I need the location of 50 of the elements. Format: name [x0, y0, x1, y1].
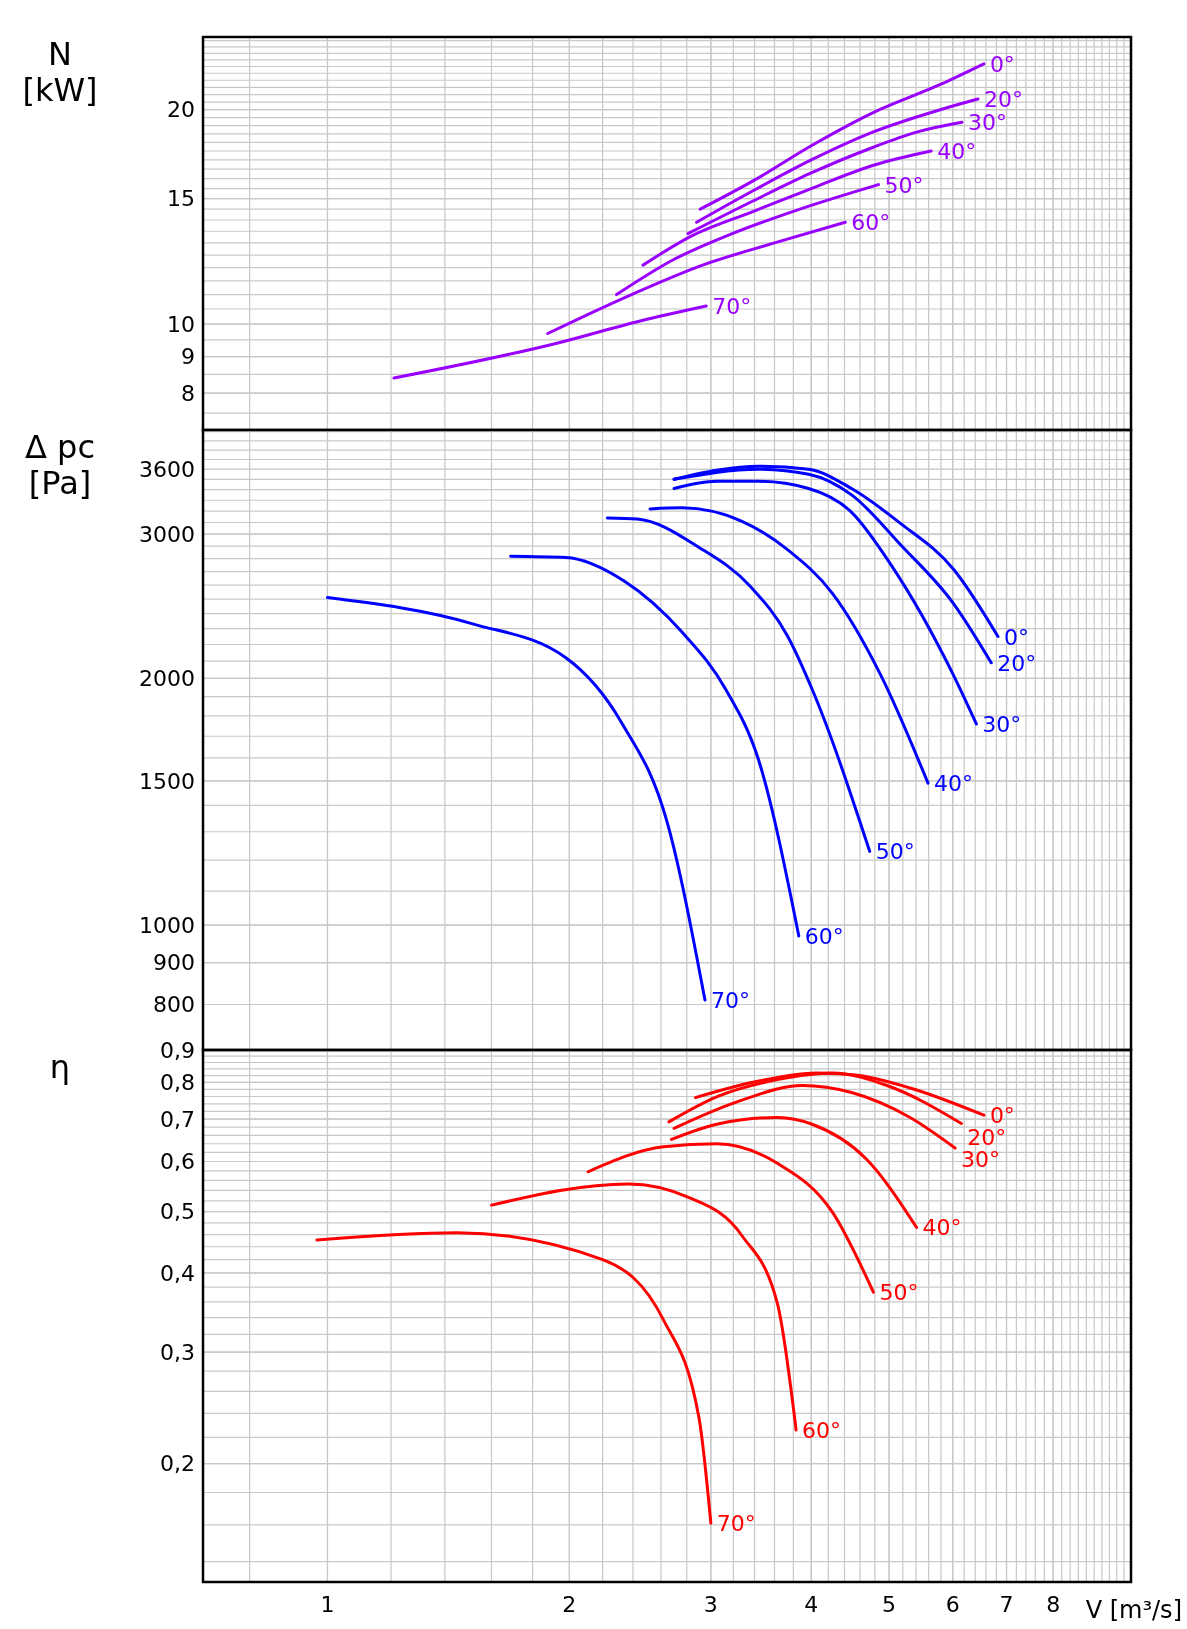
y-tick-label: 800	[153, 992, 195, 1018]
y-tick-label: 900	[153, 950, 195, 976]
series-label: 60°	[804, 923, 844, 949]
x-tick-label: 1	[320, 1592, 335, 1617]
series-label: 0°	[1003, 624, 1029, 650]
x-tick-label: 8	[1046, 1592, 1061, 1617]
y-tick-label: 8	[181, 380, 195, 406]
y-tick-label: 20	[167, 97, 195, 123]
series-label: 50°	[879, 1280, 919, 1306]
series-label: 30°	[982, 711, 1022, 737]
series-label: 50°	[875, 839, 915, 865]
series-label: 20°	[983, 87, 1023, 113]
y-axis-title: η	[49, 1048, 71, 1086]
series-label: 70°	[712, 294, 752, 320]
x-axis-title: V [m³/s]	[1085, 1596, 1182, 1624]
x-tick-label: 2	[562, 1592, 577, 1617]
y-tick-label: 3600	[139, 456, 195, 482]
series-label: 60°	[802, 1417, 842, 1443]
y-tick-label: 3000	[139, 521, 195, 547]
y-tick-label: 2000	[139, 666, 195, 692]
x-tick-label: 7	[999, 1592, 1014, 1617]
y-tick-label: 0,2	[160, 1451, 195, 1477]
series-label: 50°	[884, 172, 924, 198]
y-tick-label: 0,9	[160, 1037, 195, 1063]
series-label: 40°	[922, 1215, 962, 1241]
x-tick-label: 6	[945, 1592, 960, 1617]
y-tick-label: 0,3	[160, 1339, 195, 1365]
y-tick-label: 10	[167, 311, 195, 337]
x-tick-label: 4	[804, 1592, 819, 1617]
y-tick-label: 0,7	[160, 1106, 195, 1132]
series-label: 40°	[934, 771, 974, 797]
y-axis-title: Δ pc [Pa]	[25, 428, 95, 502]
y-tick-label: 9	[181, 344, 195, 370]
series-label: 40°	[937, 139, 977, 164]
x-tick-label: 5	[882, 1592, 897, 1617]
series-label: 60°	[851, 210, 891, 236]
y-tick-label: 1000	[139, 912, 195, 938]
y-tick-label: 0,5	[160, 1199, 195, 1225]
x-tick-label: 3	[703, 1592, 718, 1617]
series-label: 30°	[967, 110, 1007, 136]
series-label: 70°	[716, 1511, 756, 1537]
y-axis-title: N [kW]	[22, 35, 98, 109]
y-tick-label: 0,6	[160, 1149, 195, 1175]
y-tick-label: 0,8	[160, 1070, 195, 1096]
y-tick-label: 1500	[139, 768, 195, 794]
y-tick-label: 15	[167, 186, 195, 212]
series-label: 0°	[989, 51, 1015, 77]
series-label: 70°	[710, 988, 750, 1014]
series-label: 20°	[997, 650, 1037, 676]
y-tick-label: 0,4	[160, 1260, 195, 1286]
